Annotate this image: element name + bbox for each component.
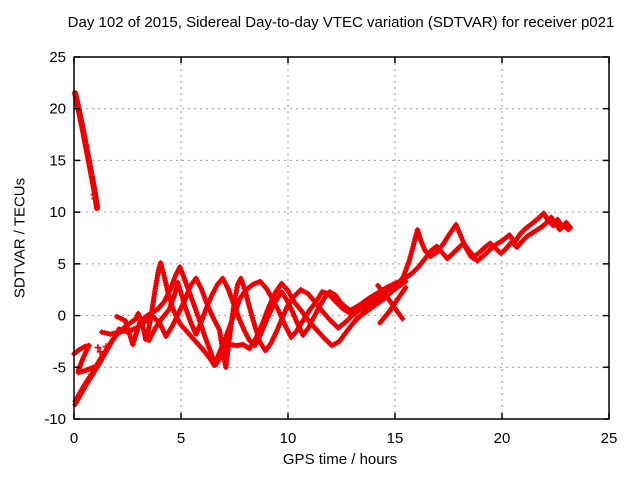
series-markers-trace-5: [75, 342, 92, 374]
tick-label-y-10: 10: [49, 204, 66, 221]
tick-label-x-10: 10: [280, 430, 297, 447]
y-axis-label: SDTVAR / TECUs: [11, 177, 29, 299]
x-axis-label: GPS time / hours: [282, 451, 398, 468]
tick-label-x-5: 5: [177, 430, 185, 447]
tick-label-y-25: 25: [49, 49, 66, 66]
tick-label-y--10: -10: [44, 411, 66, 428]
series-markers-trace-12: [377, 284, 409, 326]
tick-label-x-15: 15: [387, 430, 404, 447]
series-markers-trace-6: [75, 364, 96, 376]
series-markers-trace-9: [116, 275, 398, 370]
tick-label-x-20: 20: [494, 430, 511, 447]
series-markers-trace-10: [146, 275, 355, 349]
tick-label-y-0: 0: [58, 308, 66, 325]
plot-border: [73, 56, 610, 420]
series-markers-trace-14: [349, 214, 571, 313]
tick-label-y--5: -5: [53, 359, 66, 376]
chart-title: Day 102 of 2015, Sidereal Day-to-day VTE…: [67, 14, 615, 31]
tick-label-y-20: 20: [49, 101, 66, 118]
tick-label-x-0: 0: [70, 430, 78, 447]
isolated-point-markers: [90, 191, 110, 356]
tick-label-y-5: 5: [58, 256, 66, 273]
tick-label-y-15: 15: [49, 152, 66, 169]
tick-label-x-25: 25: [601, 430, 618, 447]
